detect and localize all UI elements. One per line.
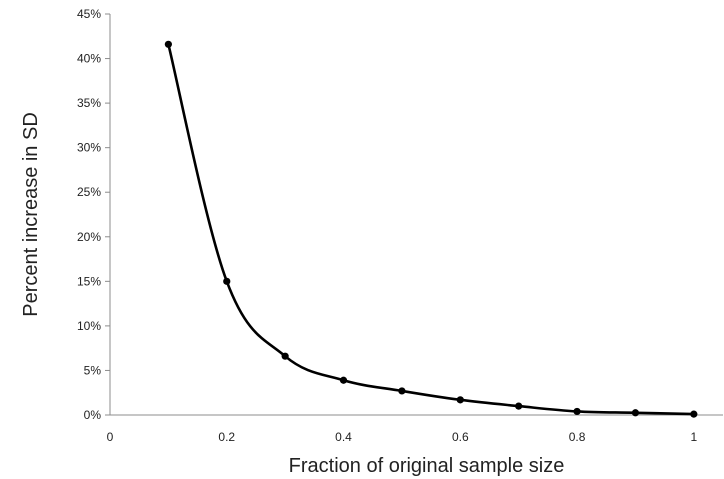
y-tick-label: 25% [77, 185, 101, 199]
y-tick-label: 0% [84, 408, 102, 422]
y-tick-label: 10% [77, 319, 101, 333]
x-tick-label: 0.4 [335, 430, 352, 444]
x-tick-label: 0.6 [452, 430, 469, 444]
data-point [339, 376, 348, 384]
y-tick-label: 15% [77, 274, 101, 288]
data-point [515, 402, 523, 410]
y-tick-label: 30% [77, 141, 101, 155]
data-point [631, 409, 640, 417]
data-point [690, 410, 698, 418]
ticks: 0% 5% 10% 15% 20% 25% 30% 35% 40% 45% 0 0.2 0.4 0.6 0.… [77, 7, 697, 444]
data-point [223, 277, 231, 285]
y-tick-label: 20% [77, 230, 101, 244]
y-tick-label: 45% [77, 7, 101, 21]
x-tick-label: 0.2 [218, 430, 235, 444]
series [164, 40, 698, 418]
y-tick-label: 40% [77, 52, 101, 66]
y-tick-label: 5% [84, 363, 102, 377]
axes [109, 14, 723, 416]
data-point [281, 352, 289, 360]
series-line [167, 42, 696, 416]
y-tick-label: 35% [77, 96, 101, 110]
data-point [456, 396, 464, 404]
data-point [573, 407, 581, 416]
x-axis-title: Fraction of original sample size [289, 455, 565, 477]
data-point [164, 40, 172, 48]
y-axis-title: Percent increase in SD [20, 112, 42, 317]
x-tick-label: 1 [690, 430, 697, 444]
x-tick-label: 0.8 [569, 430, 586, 444]
data-point [398, 387, 406, 395]
x-tick-label: 0 [107, 430, 114, 444]
